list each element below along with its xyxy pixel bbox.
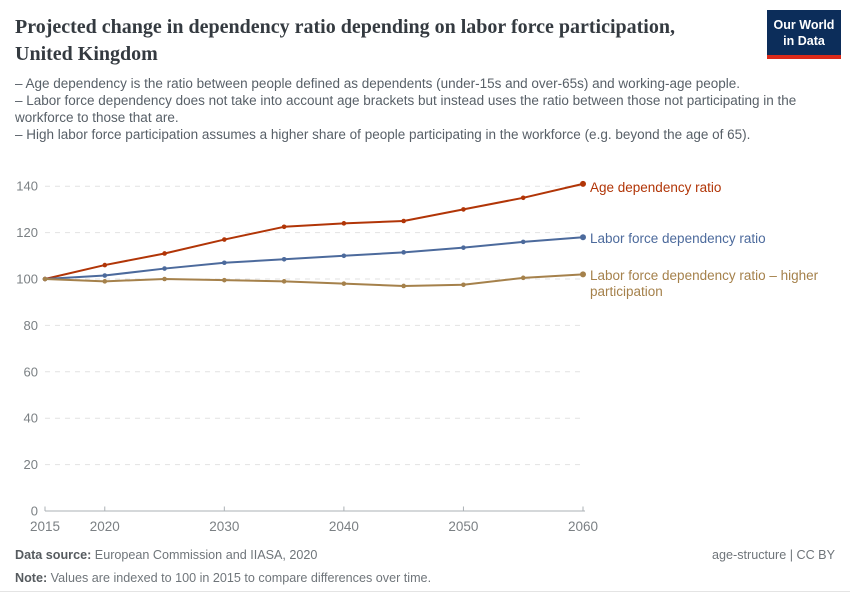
y-tick-label: 100 [16,272,38,287]
note-line: Note: Values are indexed to 100 in 2015 … [15,569,431,589]
data-point-marker[interactable] [281,224,287,230]
y-tick-label: 80 [24,318,38,333]
footer: Data source: European Commission and IIA… [15,546,835,588]
data-point-marker[interactable] [580,234,586,241]
data-point-marker[interactable] [162,266,167,271]
x-tick-label: 2060 [568,519,598,534]
data-point-marker[interactable] [102,279,108,284]
data-point-marker[interactable] [341,221,347,226]
legend-label-age-dependency-ratio[interactable]: Age dependency ratio [590,180,722,195]
legend-label-labor-force-dependency-ratio[interactable]: Labor force dependency ratio [590,231,766,246]
data-point-marker[interactable] [281,256,287,262]
series-line[interactable] [44,236,584,280]
owid-logo[interactable]: Our World in Data [767,10,841,59]
logo-text-line2: in Data [783,34,825,49]
data-point-marker[interactable] [461,207,466,212]
data-point-marker[interactable] [162,251,167,256]
data-point-marker[interactable] [461,282,466,288]
data-point-marker[interactable] [401,250,406,255]
data-source-value: European Commission and IIASA, 2020 [91,548,318,562]
y-tick-label: 40 [24,411,38,426]
data-point-marker[interactable] [520,239,526,245]
data-point-marker[interactable] [162,276,167,282]
subtitle-bullet: – Age dependency is the ratio between pe… [15,76,741,91]
x-tick-label: 2015 [30,519,60,534]
y-tick-label: 20 [24,457,38,472]
note-label: Note: [15,570,48,585]
data-point-marker[interactable] [461,245,466,250]
page-title: Projected change in dependency ratio dep… [15,16,675,65]
data-point-marker[interactable] [281,279,287,284]
data-source-label: Data source: [15,548,92,562]
data-point-marker[interactable] [401,218,406,224]
y-tick-label: 60 [24,364,38,379]
chart-subtitle: – Age dependency is the ratio between pe… [15,75,810,143]
data-point-marker[interactable] [520,195,526,201]
subtitle-bullet: – High labor force participation assumes… [15,127,751,142]
data-point-marker[interactable] [520,275,526,281]
y-tick-label: 140 [16,179,38,194]
data-point-marker[interactable] [401,283,406,289]
bottom-divider [0,591,850,592]
x-tick-label: 2020 [90,519,120,534]
rights-line[interactable]: age-structure | CC BY [712,548,835,562]
data-point-marker[interactable] [222,277,227,283]
x-tick-label: 2040 [329,519,359,534]
series-line[interactable] [44,182,584,280]
data-point-marker[interactable] [222,260,227,266]
data-point-marker[interactable] [580,271,586,278]
note-value: Values are indexed to 100 in 2015 to com… [47,570,432,585]
logo-text-line1: Our World [773,18,835,32]
subtitle-bullet: – Labor force dependency does not take i… [15,93,797,125]
data-point-marker[interactable] [341,253,347,259]
data-point-marker[interactable] [42,276,48,282]
y-tick-label: 120 [16,225,38,240]
data-source-line: Data source: European Commission and IIA… [15,546,317,566]
data-point-marker[interactable] [580,180,586,187]
series-line[interactable] [44,273,584,287]
data-point-marker[interactable] [102,273,108,278]
data-point-marker[interactable] [102,262,108,268]
x-tick-label: 2030 [209,519,239,534]
data-point-marker[interactable] [341,281,347,286]
x-tick-label: 2050 [448,519,478,534]
y-tick-label: 0 [31,504,38,519]
data-point-marker[interactable] [222,237,227,242]
legend-label-labor-force-dependency-ratio-higher[interactable]: Labor force dependency ratio – higher pa… [590,268,819,299]
